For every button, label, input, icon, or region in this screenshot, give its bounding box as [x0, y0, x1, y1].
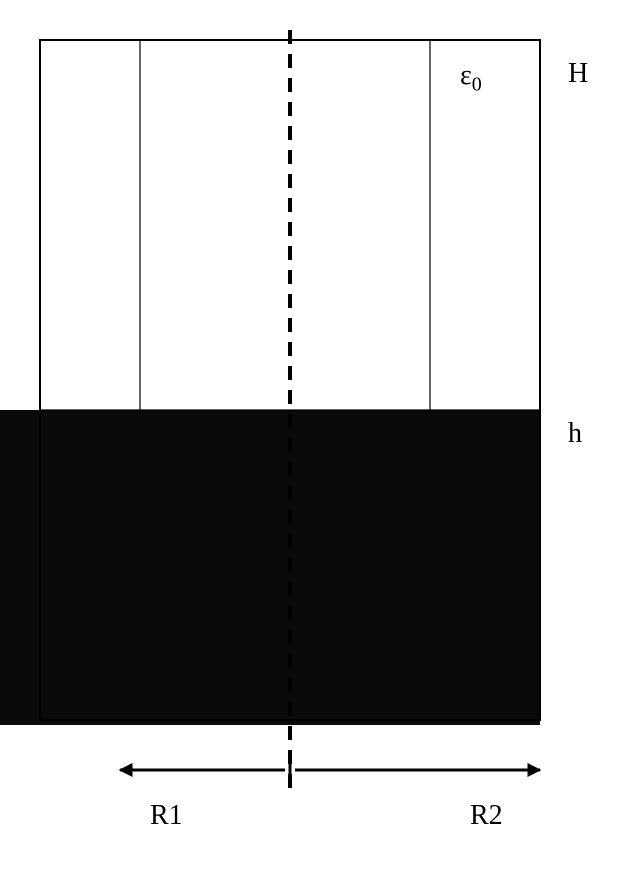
label-R1: R1: [150, 800, 183, 832]
label-R2: R2: [470, 800, 503, 832]
label-H: H: [568, 58, 588, 90]
diagram-canvas: ε0 H h R1 R2: [0, 0, 633, 875]
label-epsilon-0-sub: 0: [472, 74, 482, 96]
region-dielectric-lower: [0, 410, 540, 725]
label-epsilon-0-base: ε: [460, 60, 472, 91]
label-epsilon-0: ε0: [460, 60, 482, 97]
diagram-svg: [0, 0, 633, 875]
label-h: h: [568, 418, 582, 450]
